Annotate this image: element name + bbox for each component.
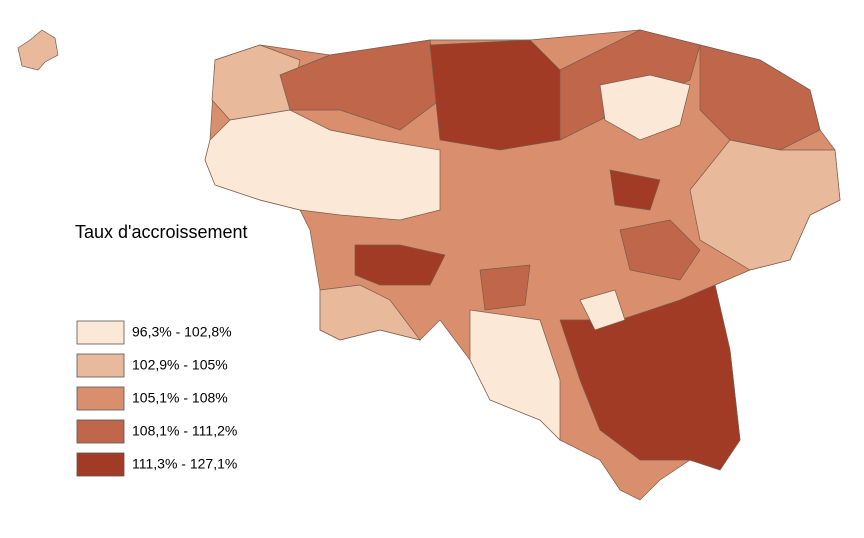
municipality [619,219,701,281]
municipality [279,39,441,131]
legend-swatch [76,419,125,444]
municipality [559,284,741,471]
municipality [599,74,691,141]
legend-swatch [76,353,125,378]
legend-label: 96,3% - 102,8% [132,324,232,340]
islet [17,29,59,71]
municipality [469,309,561,441]
municipality [354,244,446,286]
municipality [319,284,421,341]
municipality [429,39,561,151]
municipality [579,289,626,331]
legend-title: Taux d'accroissement [75,222,248,242]
municipality [479,264,531,311]
municipalities [17,29,841,501]
legend-swatch [76,320,125,345]
municipality [204,109,441,221]
municipality [699,44,821,151]
legend-swatch [76,386,125,411]
legend: 96,3% - 102,8% 102,9% - 105% 105,1% - 108%… [76,320,237,477]
municipality [609,169,661,211]
legend-label: 102,9% - 105% [132,357,228,373]
legend-label: 108,1% - 111,2% [132,423,237,439]
legend-label: 105,1% - 108% [132,390,228,406]
legend-label: 111,3% - 127,1% [132,456,237,472]
municipality [689,139,841,271]
legend-swatch [76,452,125,477]
